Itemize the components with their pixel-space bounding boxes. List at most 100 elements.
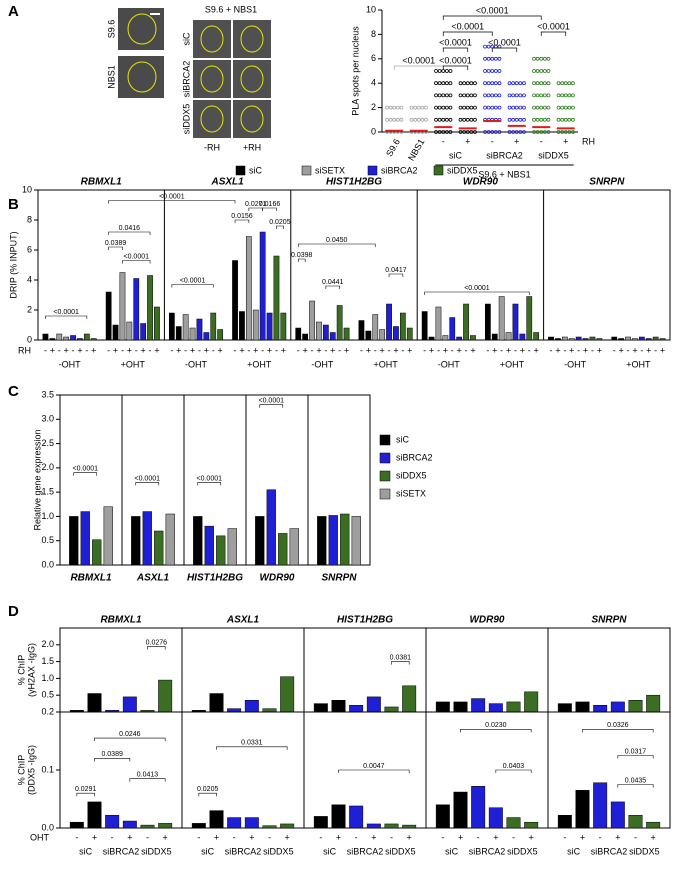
y-axis-title: % ChIP [16,755,26,786]
rh-label: + [303,345,308,355]
y-tick-label: 0.0 [41,559,54,569]
point [571,93,575,98]
point [493,56,498,61]
bar [142,511,152,566]
point [399,117,404,122]
bar [379,329,386,341]
point [563,81,568,86]
point [532,69,536,73]
point [434,93,438,98]
point [542,81,547,86]
oht-label: - [268,832,271,842]
rh-label: - [234,345,237,355]
p-value: 0.0381 [390,654,412,661]
point [465,93,470,98]
point [546,81,551,86]
panel-label: C [8,383,19,400]
point [490,93,495,98]
point [424,105,428,110]
category-label: ASXL1 [226,615,260,626]
point [514,130,519,134]
point [535,105,540,110]
oht-label: + [249,832,254,842]
bar [555,338,561,341]
rh-label: - [44,345,47,355]
y-tick-label: 0.5 [41,690,54,700]
point [518,81,523,86]
bar [575,701,590,713]
point [473,93,477,98]
point [458,81,463,86]
y-tick-label: 1.0 [41,511,54,521]
rh-label: - [247,345,250,355]
point [514,105,519,110]
bar [191,823,206,829]
bar [456,336,463,341]
point [437,105,442,110]
group-label: siDDX5 [629,846,660,856]
bar [632,338,638,341]
point [483,81,487,86]
bar [442,335,449,341]
point [511,81,516,86]
y-tick-label: 2 [27,304,32,314]
oht-label: +OHT [373,359,398,369]
significance-bracket [424,291,530,295]
point [392,105,397,110]
category-label: WDR90 [469,615,504,626]
point [497,105,502,110]
point [469,105,474,110]
point [546,130,551,134]
significance-bracket [442,31,493,36]
row-label: siC [181,32,191,45]
p-value: 0.0441 [322,279,344,286]
p-value: 0.0047 [363,763,385,770]
y-axis-title: (DDX5 -IgG) [26,745,36,795]
bar [239,311,245,341]
point [560,117,565,122]
bar [491,333,498,341]
point [511,130,516,134]
point [462,93,467,98]
point [571,81,575,86]
plot-frame [59,394,371,566]
group-label: siC [445,846,458,856]
point [448,130,453,134]
bar [92,539,102,566]
point [469,117,474,122]
bar [421,311,428,341]
rh-label: - [577,345,580,355]
bar [449,317,456,341]
bar [278,533,288,566]
category-label: WDR90 [463,177,498,188]
point [507,81,512,86]
point [490,56,495,61]
point [437,81,442,86]
p-value: 0.0166 [259,201,281,208]
point [409,105,414,110]
point [546,69,551,73]
point [413,105,418,110]
p-value: 0.0331 [241,740,263,747]
point [486,130,491,134]
significance-bracket [442,47,469,52]
oht-label: + [493,832,498,842]
y-tick-label: 0.2 [41,706,54,716]
significance-bracket [388,273,404,277]
rh-label: - [486,345,489,355]
oht-label: +OHT [121,359,146,369]
legend-swatch [301,165,312,176]
significance-bracket [338,769,410,773]
p-value: 0.0317 [625,748,647,755]
rh-label: - [212,345,215,355]
bar [140,824,155,829]
rh-label: + [344,345,349,355]
rh-title: RH [18,345,31,355]
oht-label: + [214,832,219,842]
point [441,117,446,122]
bar [506,817,521,829]
point [444,69,449,73]
legend-label: siC [249,165,262,175]
rh-label: + [127,345,132,355]
p-value: <0.0001 [159,193,185,200]
